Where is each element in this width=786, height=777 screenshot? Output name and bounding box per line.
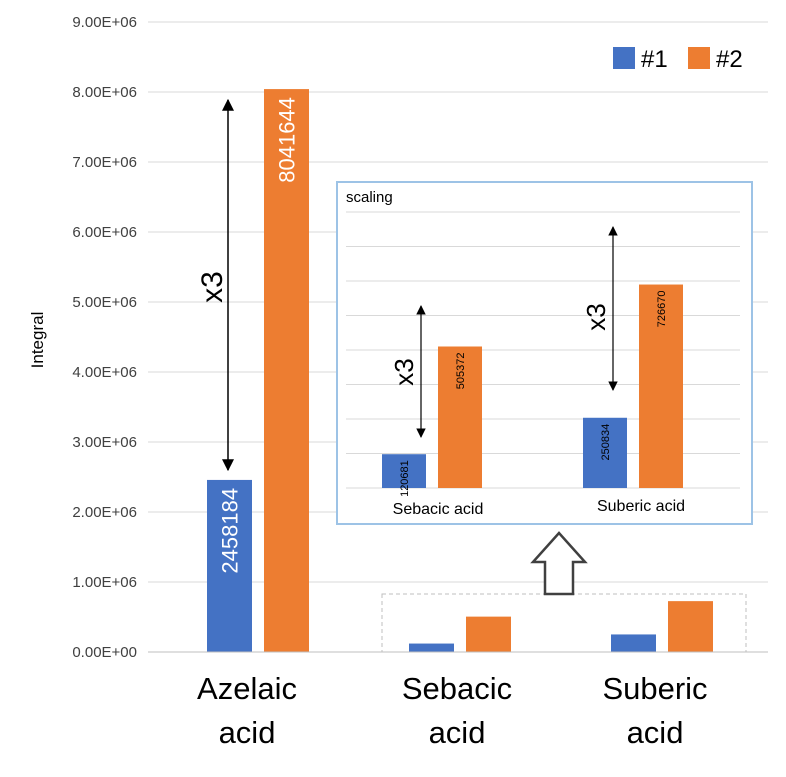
category-label-line1: Sebacic (402, 671, 512, 706)
y-tick-label: 9.00E+06 (72, 14, 137, 31)
category-label-line1: Suberic (602, 671, 707, 706)
inset-x3-label: x3 (581, 303, 611, 330)
bar (264, 89, 309, 653)
main-x3-label: x3 (196, 271, 229, 303)
inset-category-label: Sebacic acid (393, 501, 484, 518)
bar (466, 616, 511, 652)
bar (207, 479, 252, 652)
scaling-up-arrow-icon (530, 531, 588, 596)
inset-bar (438, 346, 482, 488)
y-tick-label: 2.00E+06 (72, 504, 137, 521)
inset-bar-value-label: 120681 (399, 460, 411, 497)
y-tick-label: 3.00E+06 (72, 434, 137, 451)
inset-bars (382, 284, 683, 488)
scaling-inset: scaling 120681 250834 505372 726670 Sebacic… (336, 181, 753, 525)
inset-category-label: Suberic acid (597, 498, 685, 515)
legend-label-2: #2 (716, 46, 743, 73)
y-tick-label: 6.00E+06 (72, 224, 137, 241)
category-label-line2: acid (429, 715, 486, 750)
legend-swatch-2 (688, 47, 710, 69)
inset-bar (639, 284, 683, 488)
bar-value-label: 2458184 (218, 488, 243, 574)
inset-x3-annotations: x3 x3 (389, 226, 618, 438)
y-axis-ticks: 0.00E+00 1.00E+06 2.00E+06 3.00E+06 4.00E+06… (72, 14, 137, 661)
inset-bar-value-label: 250834 (600, 424, 612, 461)
inset-bar-value-label: 505372 (455, 352, 467, 389)
inset-bar (382, 454, 426, 488)
bars (207, 89, 713, 653)
legend-label-1: #1 (641, 46, 668, 73)
bar (668, 601, 713, 652)
y-tick-label: 0.00E+00 (72, 644, 137, 661)
bar-value-label: 8041644 (275, 97, 300, 183)
bar-value-labels: 2458184 8041644 (218, 97, 300, 573)
y-tick-label: 5.00E+06 (72, 294, 137, 311)
x-axis-categories: Azelaic acid Sebacic acid Suberic acid (197, 671, 708, 750)
inset-title: scaling (346, 189, 393, 206)
category-label-line1: Azelaic (197, 671, 297, 706)
category-label-line2: acid (219, 715, 276, 750)
legend: #1 #2 (613, 46, 743, 73)
inset-bar-value-label: 726670 (656, 291, 668, 328)
bar (409, 643, 454, 652)
inset-bar-labels: 120681 250834 505372 726670 (399, 291, 668, 497)
y-tick-label: 4.00E+06 (72, 364, 137, 381)
y-tick-label: 1.00E+06 (72, 574, 137, 591)
bar (611, 634, 656, 652)
y-tick-label: 7.00E+06 (72, 154, 137, 171)
y-axis-label: Integral (28, 312, 47, 369)
inset-bar (583, 417, 627, 488)
y-tick-label: 8.00E+06 (72, 84, 137, 101)
inset-categories: Sebacic acid Suberic acid (393, 498, 685, 518)
inset-x3-label: x3 (389, 358, 419, 385)
legend-swatch-1 (613, 47, 635, 69)
category-label-line2: acid (627, 715, 684, 750)
